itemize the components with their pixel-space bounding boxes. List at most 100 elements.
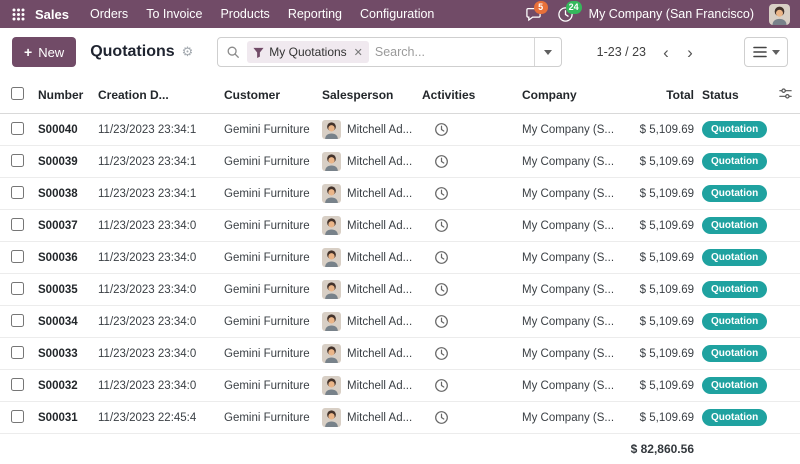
company-switcher[interactable]: My Company (San Francisco)	[588, 7, 754, 21]
row-checkbox[interactable]	[10, 153, 24, 167]
menu-reporting[interactable]: Reporting	[287, 7, 343, 21]
status-badge: Quotation	[702, 281, 768, 298]
quotation-row[interactable]: S00040 11/23/2023 23:34:1 Gemini Furnitu…	[0, 113, 800, 146]
pager-area: 1-23 / 23 ‹ ›	[597, 37, 788, 67]
quotation-row[interactable]: S00035 11/23/2023 23:34:0 Gemini Furnitu…	[0, 273, 800, 306]
menu-products[interactable]: Products	[220, 7, 270, 21]
column-header-creation-date[interactable]: Creation D...	[94, 76, 220, 114]
salesperson-name: Mitchell Ad...	[347, 155, 413, 168]
activity-clock-icon[interactable]	[434, 282, 449, 297]
salesperson-name: Mitchell Ad...	[347, 219, 413, 232]
salesperson-cell: Mitchell Ad...	[318, 209, 418, 242]
facet-remove-icon[interactable]: ✕	[353, 46, 363, 59]
pager-range: 1-23 / 23	[596, 45, 646, 59]
activities-cell	[418, 305, 518, 338]
new-button[interactable]: + New	[12, 37, 77, 67]
salesperson-avatar	[322, 152, 341, 171]
row-checkbox[interactable]	[10, 185, 24, 199]
activity-clock-icon[interactable]	[434, 378, 449, 393]
status-badge: Quotation	[702, 249, 768, 266]
column-header-number[interactable]: Number	[34, 76, 94, 114]
activity-clock-icon[interactable]	[434, 250, 449, 265]
column-header-status[interactable]: Status	[698, 76, 774, 114]
activity-clock-icon[interactable]	[434, 154, 449, 169]
search-dropdown-toggle[interactable]	[534, 38, 561, 66]
activity-clock-icon[interactable]	[434, 218, 449, 233]
status-badge: Quotation	[702, 377, 768, 394]
activity-clock-icon[interactable]	[434, 186, 449, 201]
view-switcher-button[interactable]	[744, 37, 788, 67]
creation-date: 11/23/2023 23:34:0	[94, 337, 220, 370]
quotation-number: S00032	[34, 369, 94, 402]
row-checkbox[interactable]	[10, 249, 24, 263]
status-cell: Quotation	[698, 177, 774, 210]
quotation-row[interactable]: S00037 11/23/2023 23:34:0 Gemini Furnitu…	[0, 209, 800, 242]
search-bar[interactable]: My Quotations ✕	[217, 37, 563, 67]
column-header-salesperson[interactable]: Salesperson	[318, 76, 418, 114]
systray: 5 24 My Company (San Francisco)	[525, 0, 790, 25]
quotation-row[interactable]: S00034 11/23/2023 23:34:0 Gemini Furnitu…	[0, 305, 800, 338]
activity-clock-icon[interactable]	[434, 314, 449, 329]
row-checkbox[interactable]	[10, 217, 24, 231]
quotation-row[interactable]: S00033 11/23/2023 23:34:0 Gemini Furnitu…	[0, 337, 800, 370]
apps-grid-icon[interactable]	[6, 0, 30, 28]
quotation-row[interactable]: S00031 11/23/2023 22:45:4 Gemini Furnitu…	[0, 401, 800, 434]
menu-to-invoice[interactable]: To Invoice	[146, 7, 203, 21]
row-checkbox[interactable]	[10, 377, 24, 391]
row-select-cell	[0, 401, 34, 434]
menu-orders[interactable]: Orders	[89, 7, 129, 21]
select-all-checkbox[interactable]	[10, 87, 24, 100]
optional-columns-icon[interactable]	[778, 86, 793, 101]
activity-clock-icon[interactable]	[434, 346, 449, 361]
column-header-total[interactable]: Total	[618, 76, 698, 114]
row-checkbox[interactable]	[10, 345, 24, 359]
activities-cell	[418, 369, 518, 402]
company-name: My Company (S...	[518, 305, 618, 338]
company-name: My Company (S...	[518, 209, 618, 242]
quotation-row[interactable]: S00039 11/23/2023 23:34:1 Gemini Furnitu…	[0, 145, 800, 178]
status-badge: Quotation	[702, 121, 768, 138]
pager-next-button[interactable]: ›	[678, 39, 702, 65]
activities-cell	[418, 241, 518, 274]
creation-date: 11/23/2023 23:34:1	[94, 113, 220, 146]
creation-date: 11/23/2023 23:34:0	[94, 305, 220, 338]
row-select-cell	[0, 113, 34, 146]
main-menu: Orders To Invoice Products Reporting Con…	[81, 0, 443, 28]
quotation-row[interactable]: S00032 11/23/2023 23:34:0 Gemini Furnitu…	[0, 369, 800, 402]
row-select-cell	[0, 369, 34, 402]
customer-name: Gemini Furniture	[220, 273, 318, 306]
quotation-number: S00040	[34, 113, 94, 146]
column-header-customer[interactable]: Customer	[220, 76, 318, 114]
messages-button[interactable]: 5	[525, 0, 548, 23]
pager-previous-button[interactable]: ‹	[654, 39, 678, 65]
activity-clock-icon[interactable]	[434, 410, 449, 425]
row-checkbox[interactable]	[10, 313, 24, 327]
quotation-row[interactable]: S00038 11/23/2023 23:34:1 Gemini Furnitu…	[0, 177, 800, 210]
salesperson-cell: Mitchell Ad...	[318, 369, 418, 402]
salesperson-avatar	[322, 248, 341, 267]
row-select-cell	[0, 145, 34, 178]
row-end-cell	[774, 145, 800, 178]
row-checkbox[interactable]	[10, 281, 24, 295]
column-header-company[interactable]: Company	[518, 76, 618, 114]
salesperson-avatar	[322, 216, 341, 235]
creation-date: 11/23/2023 23:34:1	[94, 177, 220, 210]
activities-button[interactable]: 24	[557, 0, 582, 23]
search-input[interactable]	[374, 45, 529, 59]
row-checkbox[interactable]	[10, 121, 24, 135]
salesperson-avatar	[322, 184, 341, 203]
activities-cell	[418, 337, 518, 370]
new-button-label: New	[38, 44, 65, 60]
app-name[interactable]: Sales	[35, 6, 69, 22]
quotation-number: S00034	[34, 305, 94, 338]
menu-configuration[interactable]: Configuration	[360, 7, 435, 21]
customer-name: Gemini Furniture	[220, 401, 318, 434]
chevron-down-icon	[771, 49, 780, 55]
list-view-icon	[752, 46, 767, 58]
user-avatar[interactable]	[769, 3, 790, 25]
row-checkbox[interactable]	[10, 409, 24, 423]
quotation-row[interactable]: S00036 11/23/2023 23:34:0 Gemini Furnitu…	[0, 241, 800, 274]
column-header-activities[interactable]: Activities	[418, 76, 518, 114]
gear-icon[interactable]: ⚙	[181, 44, 194, 60]
activity-clock-icon[interactable]	[434, 122, 449, 137]
